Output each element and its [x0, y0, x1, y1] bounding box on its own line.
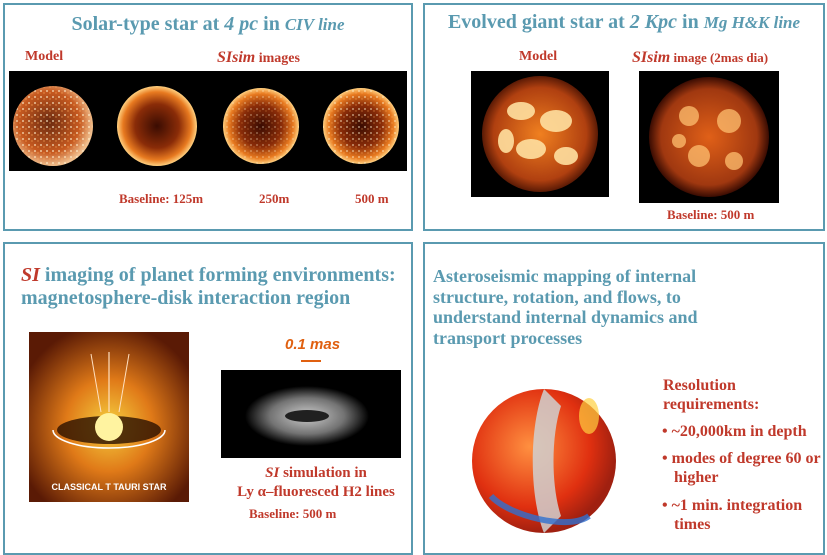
panel2-title: Evolved giant star at 2 Kpc in Mg H&K li…: [447, 11, 801, 33]
baseline-250m: 250m: [259, 191, 290, 206]
panel3-title: SI imaging of planet forming environment…: [21, 264, 396, 309]
solar-image-strip: [9, 71, 407, 171]
panel-planet-forming: SI imaging of planet forming environment…: [3, 242, 413, 555]
baseline-125m: Baseline: 125m: [119, 191, 204, 206]
list-item: • ~20,000km in depth: [662, 423, 807, 440]
tauri-label: CLASSICAL T TAURI STAR: [51, 482, 167, 492]
panel1-sisim-label: SIsim images: [217, 49, 300, 66]
panel-evolved-giant-star: Evolved giant star at 2 Kpc in Mg H&K li…: [423, 3, 825, 231]
panel-solar-type-star: Solar-type star at 4 pc in CIV line Mode…: [3, 3, 413, 231]
panel3-baseline: Baseline: 500 m: [249, 506, 337, 521]
sphere-illustration: [469, 376, 619, 546]
t-tauri-illustration: CLASSICAL T TAURI STAR: [29, 332, 189, 502]
giant-sisim-image: [639, 71, 779, 203]
baseline-500m: 500 m: [355, 191, 389, 206]
panel-asteroseismic: Asteroseismic mapping of internal struct…: [423, 242, 825, 555]
requirements-list: • ~20,000km in depth • modes of degree 6…: [662, 422, 827, 542]
panel2-baseline: Baseline: 500 m: [667, 207, 755, 222]
solar-star-images: [13, 86, 399, 166]
si-simulation-image: [221, 370, 401, 458]
list-item: • modes of degree 60 or higher: [662, 450, 821, 487]
panel4-title: Asteroseismic mapping of internal struct…: [433, 266, 698, 349]
scale-label: 0.1 mas: [285, 336, 341, 353]
giant-model-image: [471, 71, 609, 197]
list-item: • ~1 min. integration times: [662, 496, 803, 533]
panel2-model-label: Model: [519, 49, 558, 64]
scale-bar: [301, 360, 321, 362]
resolution-title: Resolution requirements:: [663, 377, 760, 414]
sisim-star-125m: [117, 86, 197, 166]
si-caption: SI simulation in Ly α–fluoresced H2 line…: [237, 465, 395, 500]
panel1-title: Solar-type star at 4 pc in CIV line: [71, 13, 345, 35]
panel1-model-label: Model: [25, 49, 64, 64]
panel2-sisim-label: SIsim image (2mas dia): [632, 49, 769, 66]
